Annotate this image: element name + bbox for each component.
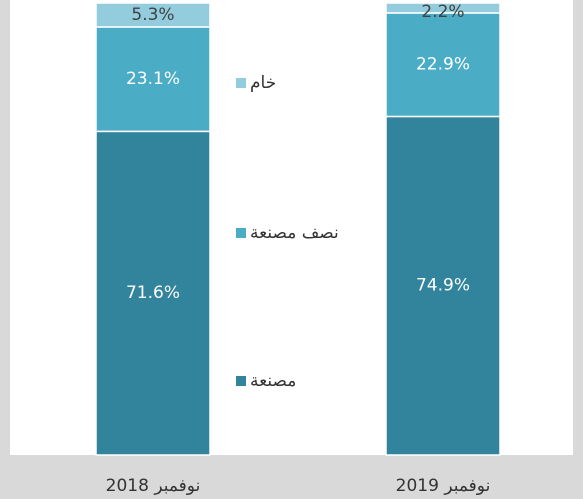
- bar-segment: [95, 130, 211, 456]
- data-label: 5.3%: [131, 5, 174, 25]
- legend-swatch: [236, 376, 246, 386]
- x-tick-label: نوفمبر 2018: [106, 476, 201, 496]
- data-label: 71.6%: [126, 283, 180, 303]
- legend-label: نصف مصنعة: [250, 223, 339, 243]
- bar-segment: [385, 2, 501, 14]
- data-label: 22.9%: [416, 55, 470, 75]
- legend-swatch: [236, 228, 246, 238]
- bar-segment: [95, 26, 211, 133]
- bar-segment: [95, 2, 211, 28]
- legend-swatch: [236, 78, 246, 88]
- legend-label: مصنعة: [250, 371, 296, 391]
- x-tick-label: نوفمبر 2019: [396, 476, 491, 496]
- data-label: 23.1%: [126, 69, 180, 89]
- data-label: 74.9%: [416, 276, 470, 296]
- data-label: 2.2%: [421, 2, 464, 22]
- bar-segment: [385, 115, 501, 456]
- legend-label: خام: [250, 73, 276, 93]
- bar-segment: [385, 12, 501, 118]
